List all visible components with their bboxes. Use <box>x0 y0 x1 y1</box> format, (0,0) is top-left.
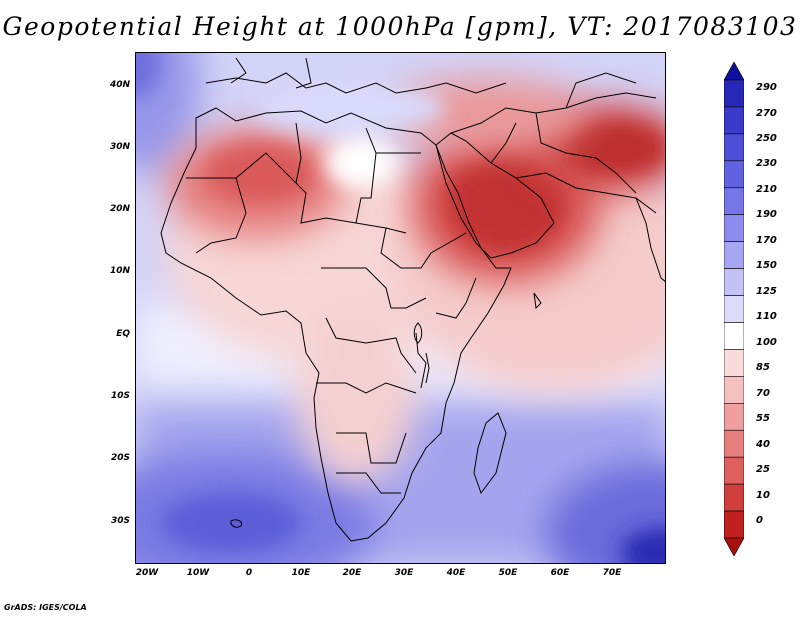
colorbar-label: 100 <box>756 337 777 348</box>
colorbar-label: 25 <box>756 464 770 475</box>
colorbar-label: 290 <box>756 82 777 93</box>
colorbar-segment <box>724 79 744 108</box>
colorbar-label: 250 <box>756 133 777 144</box>
lat-tick-label: 10N <box>109 266 130 276</box>
colorbar-label: 170 <box>756 235 777 246</box>
lon-tick-label: 10W <box>186 568 210 578</box>
colorbar-segment <box>724 160 744 189</box>
colorbar-label: 210 <box>756 184 777 195</box>
colorbar-label: 55 <box>756 413 770 424</box>
colorbar <box>724 62 744 556</box>
colorbar-label: 270 <box>756 108 777 119</box>
colorbar-segment <box>724 510 744 539</box>
lon-tick-label: 60E <box>550 568 570 578</box>
colorbar-segment <box>724 456 744 485</box>
colorbar-label: 70 <box>756 388 770 399</box>
colorbar-label: 85 <box>756 362 770 373</box>
colorbar-segment <box>724 429 744 458</box>
lat-tick-label: 40N <box>109 80 130 90</box>
lon-tick-label: 20W <box>135 568 159 578</box>
colorbar-segment <box>724 106 744 135</box>
colorbar-bottom-arrow <box>724 537 744 556</box>
lat-tick-label: 10S <box>110 391 130 401</box>
colorbar-label: 110 <box>756 311 777 322</box>
colorbar-segments <box>724 62 744 556</box>
colorbar-label: 0 <box>756 515 763 526</box>
colorbar-segment <box>724 295 744 323</box>
colorbar-segment <box>724 241 744 269</box>
map-title: Geopotential Height at 1000hPa [gpm], VT… <box>2 12 798 41</box>
lat-tick-label: 30N <box>109 142 130 152</box>
lon-tick-label: 50E <box>498 568 518 578</box>
colorbar-label: 125 <box>756 286 777 297</box>
lat-tick-label: 20N <box>109 204 130 214</box>
lat-tick-label: EQ <box>116 329 130 339</box>
colorbar-segment <box>724 402 744 431</box>
colorbar-segment <box>724 133 744 162</box>
lon-tick-label: 10E <box>291 568 311 578</box>
colorbar-segment <box>724 322 744 350</box>
colorbar-segment <box>724 483 744 512</box>
lon-tick-label: 70E <box>602 568 622 578</box>
colorbar-label: 40 <box>756 439 770 450</box>
lon-tick-label: 40E <box>446 568 466 578</box>
colorbar-segment <box>724 349 744 377</box>
colorbar-segment <box>724 214 744 242</box>
colorbar-segment <box>724 376 744 404</box>
colorbar-label: 150 <box>756 260 777 271</box>
colorbar-label: 230 <box>756 158 777 169</box>
map-panel <box>135 52 666 564</box>
lon-tick-label: 0 <box>245 568 253 578</box>
lon-tick-label: 30E <box>394 568 414 578</box>
colorbar-segment <box>724 187 744 216</box>
colorbar-top-arrow <box>724 62 744 81</box>
coastlines <box>160 57 665 542</box>
grads-credit: GrADS: IGES/COLA <box>4 603 87 612</box>
lat-tick-label: 30S <box>110 516 130 526</box>
colorbar-label: 10 <box>756 490 770 501</box>
lat-tick-label: 20S <box>110 453 130 463</box>
colorbar-segment <box>724 268 744 296</box>
lon-tick-label: 20E <box>342 568 362 578</box>
colorbar-label: 190 <box>756 209 777 220</box>
